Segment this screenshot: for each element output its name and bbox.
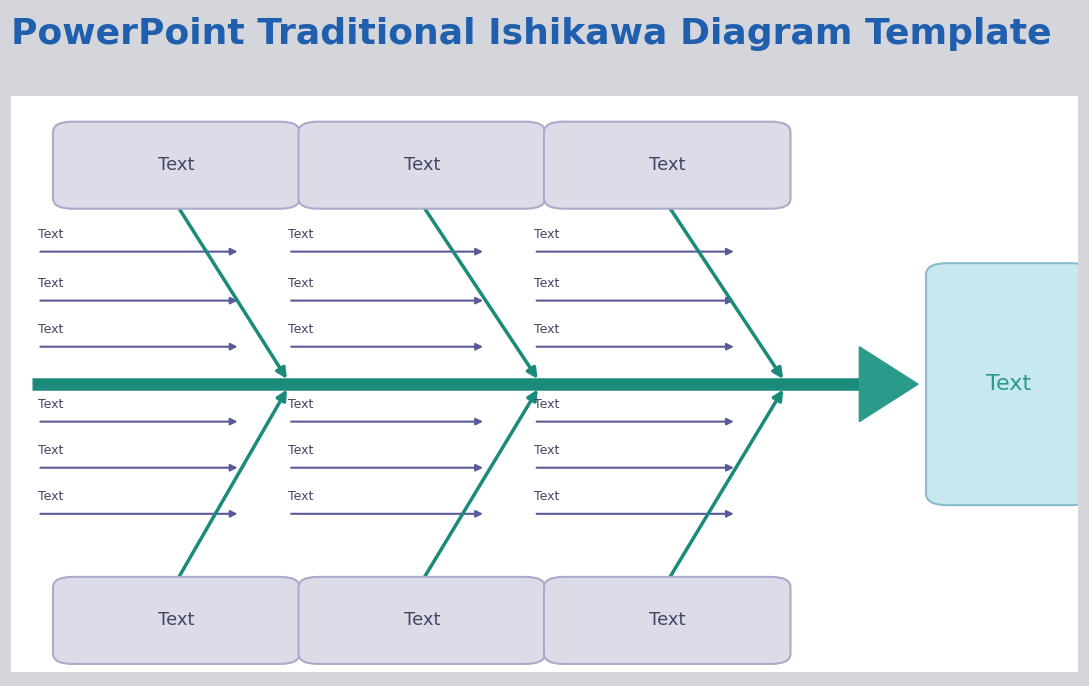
FancyBboxPatch shape xyxy=(53,577,299,664)
FancyBboxPatch shape xyxy=(298,577,544,664)
FancyBboxPatch shape xyxy=(544,121,791,209)
Polygon shape xyxy=(859,346,918,422)
FancyBboxPatch shape xyxy=(5,93,1084,675)
Text: Text: Text xyxy=(534,277,560,290)
Text: Text: Text xyxy=(289,399,314,411)
Text: Text: Text xyxy=(534,323,560,336)
Text: Text: Text xyxy=(534,490,560,504)
Text: Text: Text xyxy=(404,611,440,630)
FancyBboxPatch shape xyxy=(926,263,1089,505)
Text: Text: Text xyxy=(37,277,63,290)
Text: Text: Text xyxy=(534,445,560,458)
Text: Text: Text xyxy=(404,156,440,174)
Text: Text: Text xyxy=(289,445,314,458)
Text: Text: Text xyxy=(987,374,1031,394)
Text: Text: Text xyxy=(37,399,63,411)
Text: Text: Text xyxy=(534,228,560,241)
Text: Text: Text xyxy=(158,156,195,174)
Text: Text: Text xyxy=(158,611,195,630)
Text: Text: Text xyxy=(37,228,63,241)
Text: Text: Text xyxy=(289,277,314,290)
FancyBboxPatch shape xyxy=(298,121,544,209)
FancyBboxPatch shape xyxy=(544,577,791,664)
Text: Text: Text xyxy=(534,399,560,411)
Text: Text: Text xyxy=(37,490,63,504)
Text: Text: Text xyxy=(289,323,314,336)
Text: PowerPoint Traditional Ishikawa Diagram Template: PowerPoint Traditional Ishikawa Diagram … xyxy=(11,17,1052,51)
FancyBboxPatch shape xyxy=(53,121,299,209)
Text: Text: Text xyxy=(37,445,63,458)
Text: Text: Text xyxy=(649,156,685,174)
Text: Text: Text xyxy=(37,323,63,336)
Text: Text: Text xyxy=(289,490,314,504)
Text: Text: Text xyxy=(289,228,314,241)
Text: Text: Text xyxy=(649,611,685,630)
